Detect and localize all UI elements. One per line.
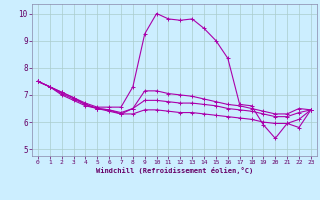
X-axis label: Windchill (Refroidissement éolien,°C): Windchill (Refroidissement éolien,°C) (96, 167, 253, 174)
